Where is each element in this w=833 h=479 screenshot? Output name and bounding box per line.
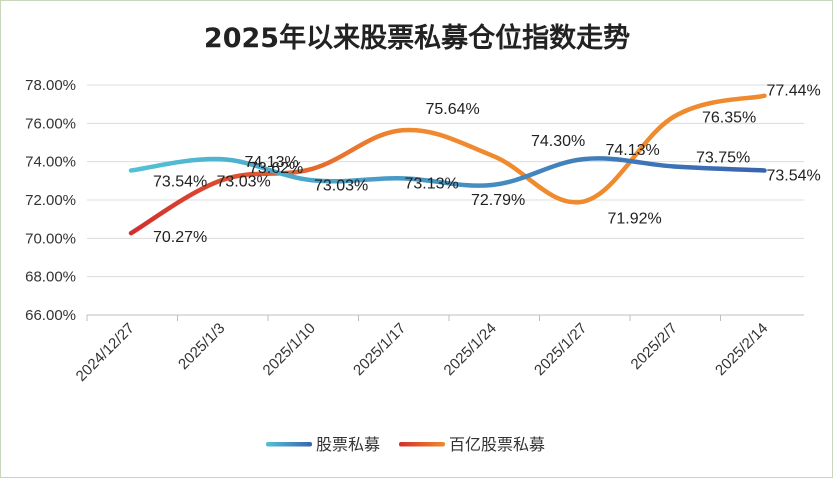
- legend-swatch-10b-stock-private-fund: [399, 442, 445, 447]
- y-tick-label: 78.00%: [25, 77, 76, 94]
- y-tick-label: 70.00%: [25, 230, 76, 247]
- data-label-10b-stock-private-fund: 71.92%: [608, 211, 662, 228]
- data-label-stock-private-fund: 74.13%: [606, 142, 660, 159]
- y-tick-label: 72.00%: [25, 192, 76, 209]
- data-label-stock-private-fund: 73.54%: [153, 173, 207, 190]
- data-label-stock-private-fund: 73.75%: [696, 149, 750, 166]
- data-label-stock-private-fund: 72.79%: [471, 192, 525, 209]
- y-tick-label: 76.00%: [25, 115, 76, 132]
- data-label-stock-private-fund: 73.03%: [314, 177, 368, 194]
- x-tick-label: 2025/2/7: [628, 320, 681, 373]
- legend-swatch-stock-private-fund: [266, 442, 312, 447]
- x-tick-label: 2025/1/10: [260, 320, 319, 379]
- data-label-10b-stock-private-fund: 73.62%: [249, 160, 303, 177]
- x-tick-label: 2025/1/27: [531, 320, 590, 379]
- data-label-10b-stock-private-fund: 74.30%: [531, 133, 585, 150]
- data-label-stock-private-fund: 73.13%: [405, 175, 459, 192]
- y-tick-label: 74.00%: [25, 154, 76, 171]
- x-tick-label: 2025/1/3: [175, 320, 228, 373]
- chart-title: 2025年以来股票私募仓位指数走势: [204, 22, 630, 54]
- x-tick-label: 2025/1/17: [350, 320, 409, 379]
- data-label-stock-private-fund: 73.54%: [767, 167, 821, 184]
- x-tick-label: 2025/2/14: [712, 320, 771, 379]
- data-label-10b-stock-private-fund: 76.35%: [702, 110, 756, 127]
- y-tick-label: 66.00%: [25, 307, 76, 324]
- data-label-10b-stock-private-fund: 75.64%: [426, 101, 480, 118]
- x-tick-label: 2025/1/24: [441, 320, 500, 379]
- data-label-10b-stock-private-fund: 77.44%: [767, 83, 821, 100]
- legend-label-stock-private-fund: 股票私募: [316, 435, 380, 454]
- legend-label-10b-stock-private-fund: 百亿股票私募: [449, 435, 545, 454]
- x-tick-label: 2024/12/27: [73, 320, 138, 385]
- y-tick-label: 68.00%: [25, 269, 76, 286]
- data-label-10b-stock-private-fund: 70.27%: [153, 229, 207, 246]
